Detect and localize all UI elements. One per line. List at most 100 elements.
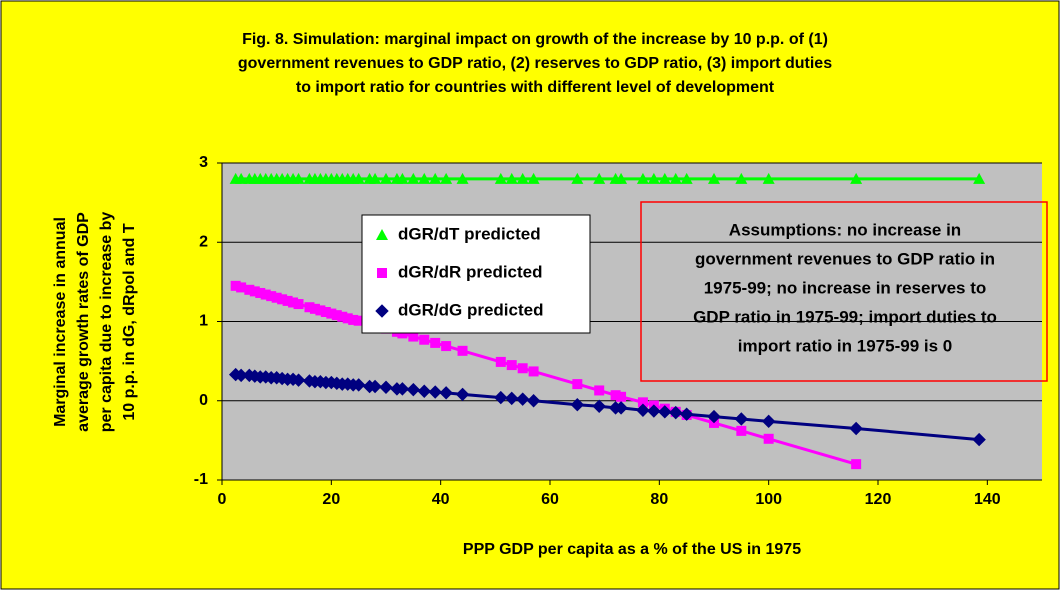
marker: [761, 414, 776, 429]
marker: [456, 172, 469, 184]
marker: [734, 412, 749, 426]
marker: [594, 385, 605, 396]
marker: [636, 403, 650, 417]
marker: [972, 432, 986, 447]
marker: [396, 172, 409, 184]
marker: [419, 334, 430, 345]
marker: [526, 394, 541, 408]
marker: [395, 382, 410, 396]
marker: [406, 382, 421, 397]
y-tick-label: 2: [199, 233, 208, 250]
marker: [236, 282, 247, 293]
legend-box: [361, 214, 591, 334]
x-tick-label: 60: [541, 491, 559, 508]
marker: [379, 380, 393, 394]
marker: [505, 391, 519, 406]
annotation-box: [640, 201, 1048, 382]
marker: [407, 172, 420, 184]
marker: [570, 398, 585, 412]
marker: [235, 172, 248, 184]
marker: [849, 421, 863, 436]
x-tick-label: 120: [865, 491, 892, 508]
marker: [647, 404, 661, 418]
marker: [375, 304, 389, 318]
y-axis-label-line: Marginal increase in annual: [52, 217, 69, 427]
marker: [572, 379, 583, 390]
marker: [614, 401, 628, 415]
x-tick-label: 0: [218, 491, 227, 508]
annotation-line: import ratio in 1975-99 is 0: [738, 336, 952, 355]
y-axis-label-line: average growth rates of GDP: [75, 212, 92, 432]
marker: [505, 172, 518, 184]
marker: [495, 356, 506, 367]
marker: [735, 172, 748, 184]
y-tick-label: 0: [199, 392, 208, 409]
annotation-line: government revenues to GDP ratio in: [695, 249, 995, 268]
marker: [680, 172, 693, 184]
marker: [736, 425, 747, 436]
marker: [457, 345, 468, 356]
marker: [762, 172, 775, 184]
marker: [515, 392, 530, 406]
marker: [439, 386, 453, 400]
marker: [527, 172, 540, 184]
marker: [517, 363, 528, 374]
y-axis-label-line: per capita due to increase by: [98, 212, 115, 433]
marker: [593, 172, 606, 184]
y-axis-label-line: 10 p.p. in dG, dRpol and T: [121, 223, 138, 421]
x-tick-label: 80: [650, 491, 668, 508]
marker: [637, 397, 648, 408]
annotation-line: 1975-99; no increase in reserves to: [704, 278, 987, 297]
marker: [669, 172, 682, 184]
marker: [506, 360, 517, 371]
marker: [380, 172, 392, 184]
x-tick-label: 40: [432, 491, 450, 508]
chart-title: Fig. 8. Simulation: marginal impact on g…: [242, 31, 828, 48]
x-tick-label: 20: [322, 491, 340, 508]
marker: [440, 172, 453, 184]
marker: [707, 409, 721, 424]
x-tick-label: 100: [755, 491, 782, 508]
marker: [973, 172, 986, 184]
annotation-line: Assumptions: no increase in: [729, 220, 961, 239]
y-tick-label: -1: [194, 471, 208, 488]
marker: [293, 299, 304, 310]
marker: [763, 433, 774, 444]
marker: [571, 172, 584, 184]
y-tick-label: 1: [199, 313, 208, 330]
marker: [292, 172, 305, 184]
marker: [353, 315, 364, 326]
marker: [528, 366, 539, 377]
marker: [352, 172, 365, 184]
marker: [417, 384, 431, 398]
marker: [647, 172, 660, 184]
y-tick-label: 3: [199, 154, 208, 171]
chart-title: government revenues to GDP ratio, (2) re…: [238, 55, 832, 72]
legend-label: dGR/dT predicted: [398, 224, 541, 243]
marker: [592, 399, 606, 414]
marker: [368, 379, 382, 394]
marker: [494, 172, 507, 184]
marker: [516, 172, 529, 184]
marker: [428, 385, 442, 399]
marker: [658, 405, 672, 419]
marker: [291, 373, 306, 387]
marker: [376, 229, 388, 240]
marker: [615, 172, 628, 184]
marker: [430, 337, 441, 348]
marker: [441, 341, 452, 352]
marker: [429, 172, 442, 184]
marker: [369, 172, 382, 184]
marker: [679, 407, 694, 421]
marker: [636, 172, 649, 184]
legend-label: dGR/dG predicted: [398, 300, 543, 319]
annotation-line: GDP ratio in 1975-99; import duties to: [693, 307, 997, 326]
marker: [616, 391, 627, 402]
marker: [851, 459, 862, 470]
marker: [351, 378, 366, 392]
marker: [658, 172, 671, 184]
marker: [708, 172, 720, 184]
chart-title: to import ratio for countries with diffe…: [296, 79, 775, 96]
marker: [669, 405, 683, 420]
